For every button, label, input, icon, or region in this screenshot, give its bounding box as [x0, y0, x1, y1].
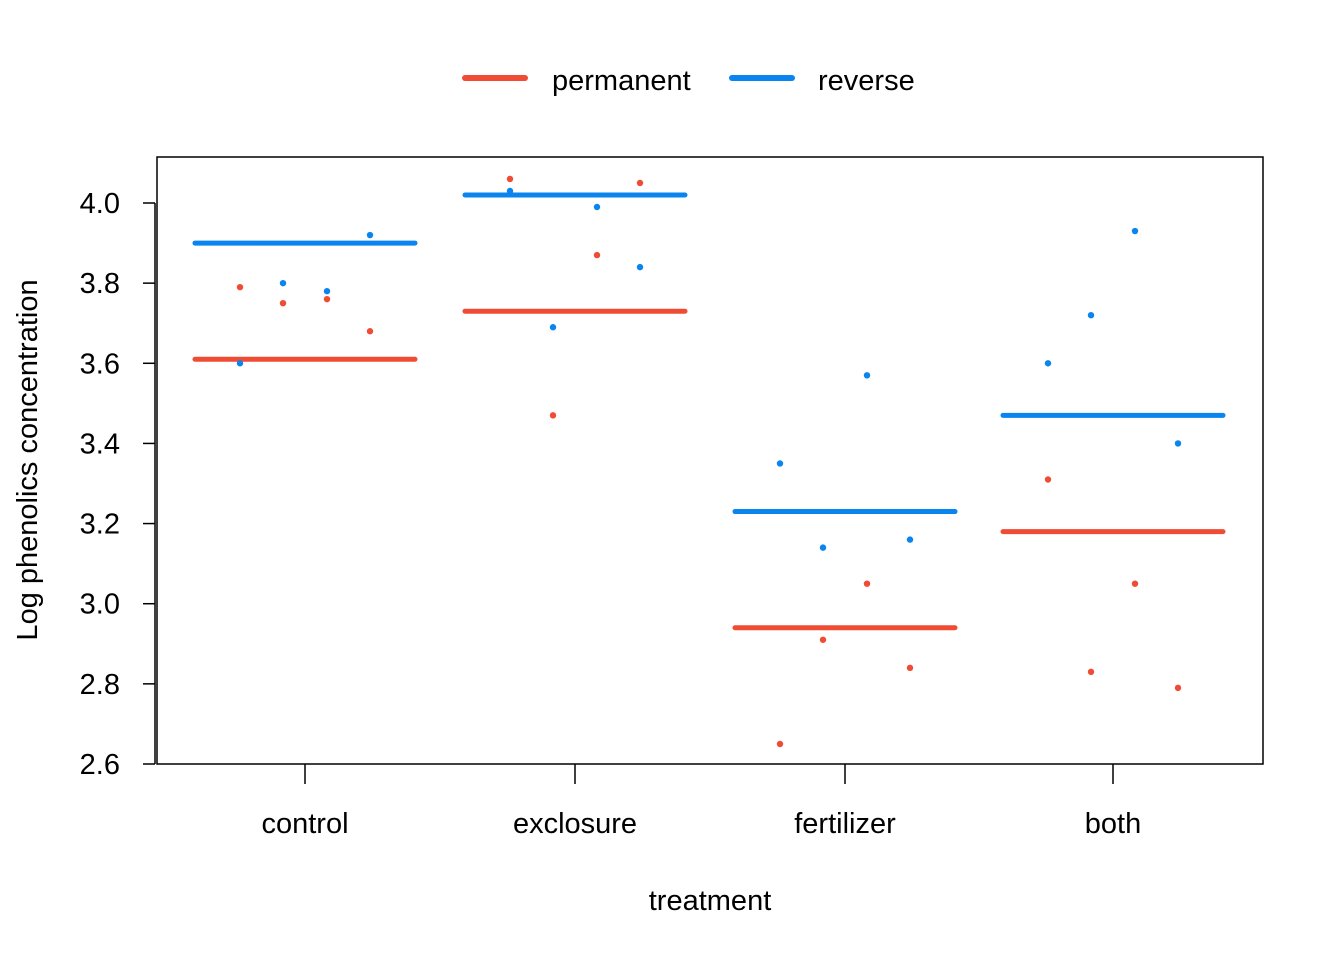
point-permanent-exclosure	[636, 179, 644, 187]
legend-label-reverse: reverse	[818, 65, 915, 97]
point-permanent-fertilizer	[776, 740, 784, 748]
point-reverse-both	[1131, 227, 1139, 235]
point-permanent-exclosure	[593, 251, 601, 259]
legend: permanent reverse	[462, 65, 915, 97]
point-reverse-control	[366, 231, 374, 239]
point-permanent-exclosure	[549, 412, 557, 419]
point-reverse-both	[1044, 360, 1052, 367]
x-axis-title: treatment	[649, 885, 772, 917]
point-reverse-exclosure	[636, 263, 644, 271]
x-tick-label-control: control	[261, 808, 348, 840]
point-reverse-fertilizer	[819, 544, 827, 551]
point-permanent-fertilizer	[819, 636, 827, 643]
point-permanent-both	[1174, 684, 1182, 692]
point-reverse-control	[323, 287, 331, 295]
y-tick-label: 3.6	[80, 348, 120, 380]
data-points	[236, 175, 1182, 748]
x-tick-label-exclosure: exclosure	[513, 808, 637, 840]
point-reverse-fertilizer	[906, 536, 914, 543]
point-permanent-control	[236, 283, 244, 291]
y-tick-label: 3.2	[80, 509, 120, 541]
point-permanent-fertilizer	[863, 580, 871, 587]
point-reverse-both	[1174, 440, 1182, 447]
y-tick-label: 2.6	[80, 749, 120, 781]
point-permanent-both	[1044, 476, 1052, 483]
point-reverse-exclosure	[549, 324, 557, 331]
point-reverse-fertilizer	[776, 460, 784, 467]
y-tick-label: 3.8	[80, 268, 120, 300]
point-reverse-exclosure	[593, 203, 601, 211]
point-permanent-fertilizer	[906, 664, 914, 672]
point-reverse-exclosure	[506, 187, 514, 195]
point-reverse-both	[1087, 312, 1095, 319]
plot-frame	[156, 156, 1264, 765]
x-tick-label-both: both	[1085, 808, 1141, 840]
x-axis: control exclosure fertilizer both	[261, 764, 1141, 840]
point-reverse-control	[279, 279, 287, 287]
y-axis: 2.6 2.8 3.0 3.2 3.4 3.6 3.8 4.0	[80, 188, 156, 781]
point-permanent-control	[279, 299, 287, 307]
mean-lines	[192, 192, 1226, 631]
point-reverse-fertilizer	[863, 372, 871, 379]
y-tick-label: 3.4	[80, 428, 120, 460]
y-tick-label: 2.8	[80, 669, 120, 701]
point-permanent-both	[1087, 668, 1095, 676]
legend-label-permanent: permanent	[552, 65, 691, 97]
point-permanent-exclosure	[506, 175, 514, 183]
y-axis-title: Log phenolics concentration	[12, 279, 44, 640]
x-tick-label-fertilizer: fertilizer	[794, 808, 896, 840]
point-permanent-control	[366, 328, 374, 335]
point-permanent-control	[323, 295, 331, 303]
point-permanent-both	[1131, 580, 1139, 587]
y-tick-label: 4.0	[80, 188, 120, 220]
point-reverse-control	[236, 360, 244, 367]
y-tick-label: 3.0	[80, 589, 120, 621]
